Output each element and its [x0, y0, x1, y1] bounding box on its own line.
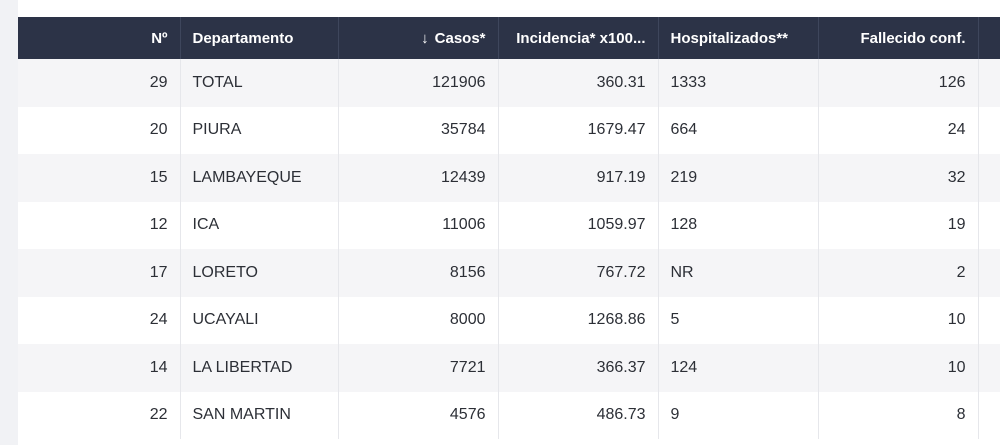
- cell-fallecido: 126: [818, 59, 979, 107]
- cell-hospitalizados: 9: [658, 391, 819, 439]
- cell-extra: [978, 249, 1000, 297]
- cell-hospitalizados: 219: [658, 154, 819, 202]
- column-header-no[interactable]: Nº: [18, 17, 181, 59]
- cell-departamento: SAN MARTIN: [180, 391, 339, 439]
- column-header-extra: [978, 17, 1000, 59]
- column-header-incidencia[interactable]: Incidencia* x100...: [498, 17, 659, 59]
- cell-extra: [978, 344, 1000, 392]
- cell-no: 14: [18, 344, 181, 392]
- cell-casos: 35784: [338, 106, 499, 154]
- column-header-departamento[interactable]: Departamento: [180, 17, 339, 59]
- cell-incidencia: 360.31: [498, 59, 659, 107]
- cell-departamento: PIURA: [180, 106, 339, 154]
- table-row: 17 LORETO 8156 767.72 NR 2: [18, 249, 1000, 297]
- cell-fallecido: 24: [818, 106, 979, 154]
- column-header-no-label: Nº: [151, 29, 168, 47]
- cell-casos: 121906: [338, 59, 499, 107]
- cell-casos: 4576: [338, 391, 499, 439]
- table-header-row: Nº Departamento ↓ Casos* Incidencia* x100…: [18, 17, 1000, 59]
- dengue-cases-table: Nº Departamento ↓ Casos* Incidencia* x100…: [18, 17, 1000, 439]
- table-row: 15 LAMBAYEQUE 12439 917.19 219 32: [18, 154, 1000, 202]
- cell-casos: 8000: [338, 296, 499, 344]
- cell-casos: 12439: [338, 154, 499, 202]
- column-header-casos-label: Casos*: [434, 29, 486, 47]
- cell-extra: [978, 154, 1000, 202]
- cell-casos: 8156: [338, 249, 499, 297]
- cell-no: 12: [18, 201, 181, 249]
- cell-hospitalizados: 664: [658, 106, 819, 154]
- cell-no: 22: [18, 391, 181, 439]
- cell-casos: 7721: [338, 344, 499, 392]
- page-left-gutter: [0, 0, 18, 445]
- cell-hospitalizados: 124: [658, 344, 819, 392]
- cell-extra: [978, 106, 1000, 154]
- column-header-fallecido[interactable]: Fallecido conf.: [818, 17, 979, 59]
- cell-departamento: LAMBAYEQUE: [180, 154, 339, 202]
- cell-extra: [978, 59, 1000, 107]
- dengue-cases-table-container: Nº Departamento ↓ Casos* Incidencia* x100…: [18, 17, 1000, 445]
- cell-no: 29: [18, 59, 181, 107]
- table-row: 29 TOTAL 121906 360.31 1333 126: [18, 59, 1000, 107]
- table-row: 24 UCAYALI 8000 1268.86 5 10: [18, 296, 1000, 344]
- column-header-casos[interactable]: ↓ Casos*: [338, 17, 499, 59]
- column-header-hospitalizados-label: Hospitalizados**: [670, 29, 789, 47]
- cell-incidencia: 767.72: [498, 249, 659, 297]
- table-row: 12 ICA 11006 1059.97 128 19: [18, 201, 1000, 249]
- cell-incidencia: 1059.97: [498, 201, 659, 249]
- column-header-fallecido-label: Fallecido conf.: [860, 29, 966, 47]
- cell-departamento: UCAYALI: [180, 296, 339, 344]
- cell-incidencia: 366.37: [498, 344, 659, 392]
- cell-hospitalizados: NR: [658, 249, 819, 297]
- cell-hospitalizados: 5: [658, 296, 819, 344]
- cell-extra: [978, 391, 1000, 439]
- cell-no: 15: [18, 154, 181, 202]
- table-row: 22 SAN MARTIN 4576 486.73 9 8: [18, 391, 1000, 439]
- cell-incidencia: 1268.86: [498, 296, 659, 344]
- table-row: 14 LA LIBERTAD 7721 366.37 124 10: [18, 344, 1000, 392]
- cell-fallecido: 10: [818, 296, 979, 344]
- cell-incidencia: 486.73: [498, 391, 659, 439]
- cell-extra: [978, 296, 1000, 344]
- cell-fallecido: 32: [818, 154, 979, 202]
- cell-fallecido: 10: [818, 344, 979, 392]
- sort-descending-icon: ↓: [421, 29, 429, 47]
- cell-departamento: LORETO: [180, 249, 339, 297]
- cell-no: 20: [18, 106, 181, 154]
- cell-fallecido: 2: [818, 249, 979, 297]
- cell-no: 24: [18, 296, 181, 344]
- cell-hospitalizados: 128: [658, 201, 819, 249]
- cell-incidencia: 1679.47: [498, 106, 659, 154]
- cell-fallecido: 8: [818, 391, 979, 439]
- column-header-hospitalizados[interactable]: Hospitalizados**: [658, 17, 819, 59]
- cell-incidencia: 917.19: [498, 154, 659, 202]
- table-row: 20 PIURA 35784 1679.47 664 24: [18, 106, 1000, 154]
- cell-departamento: TOTAL: [180, 59, 339, 107]
- column-header-departamento-label: Departamento: [192, 29, 294, 47]
- cell-extra: [978, 201, 1000, 249]
- cell-no: 17: [18, 249, 181, 297]
- column-header-incidencia-label: Incidencia* x100...: [516, 29, 646, 47]
- cell-hospitalizados: 1333: [658, 59, 819, 107]
- cell-casos: 11006: [338, 201, 499, 249]
- cell-departamento: ICA: [180, 201, 339, 249]
- cell-departamento: LA LIBERTAD: [180, 344, 339, 392]
- cell-fallecido: 19: [818, 201, 979, 249]
